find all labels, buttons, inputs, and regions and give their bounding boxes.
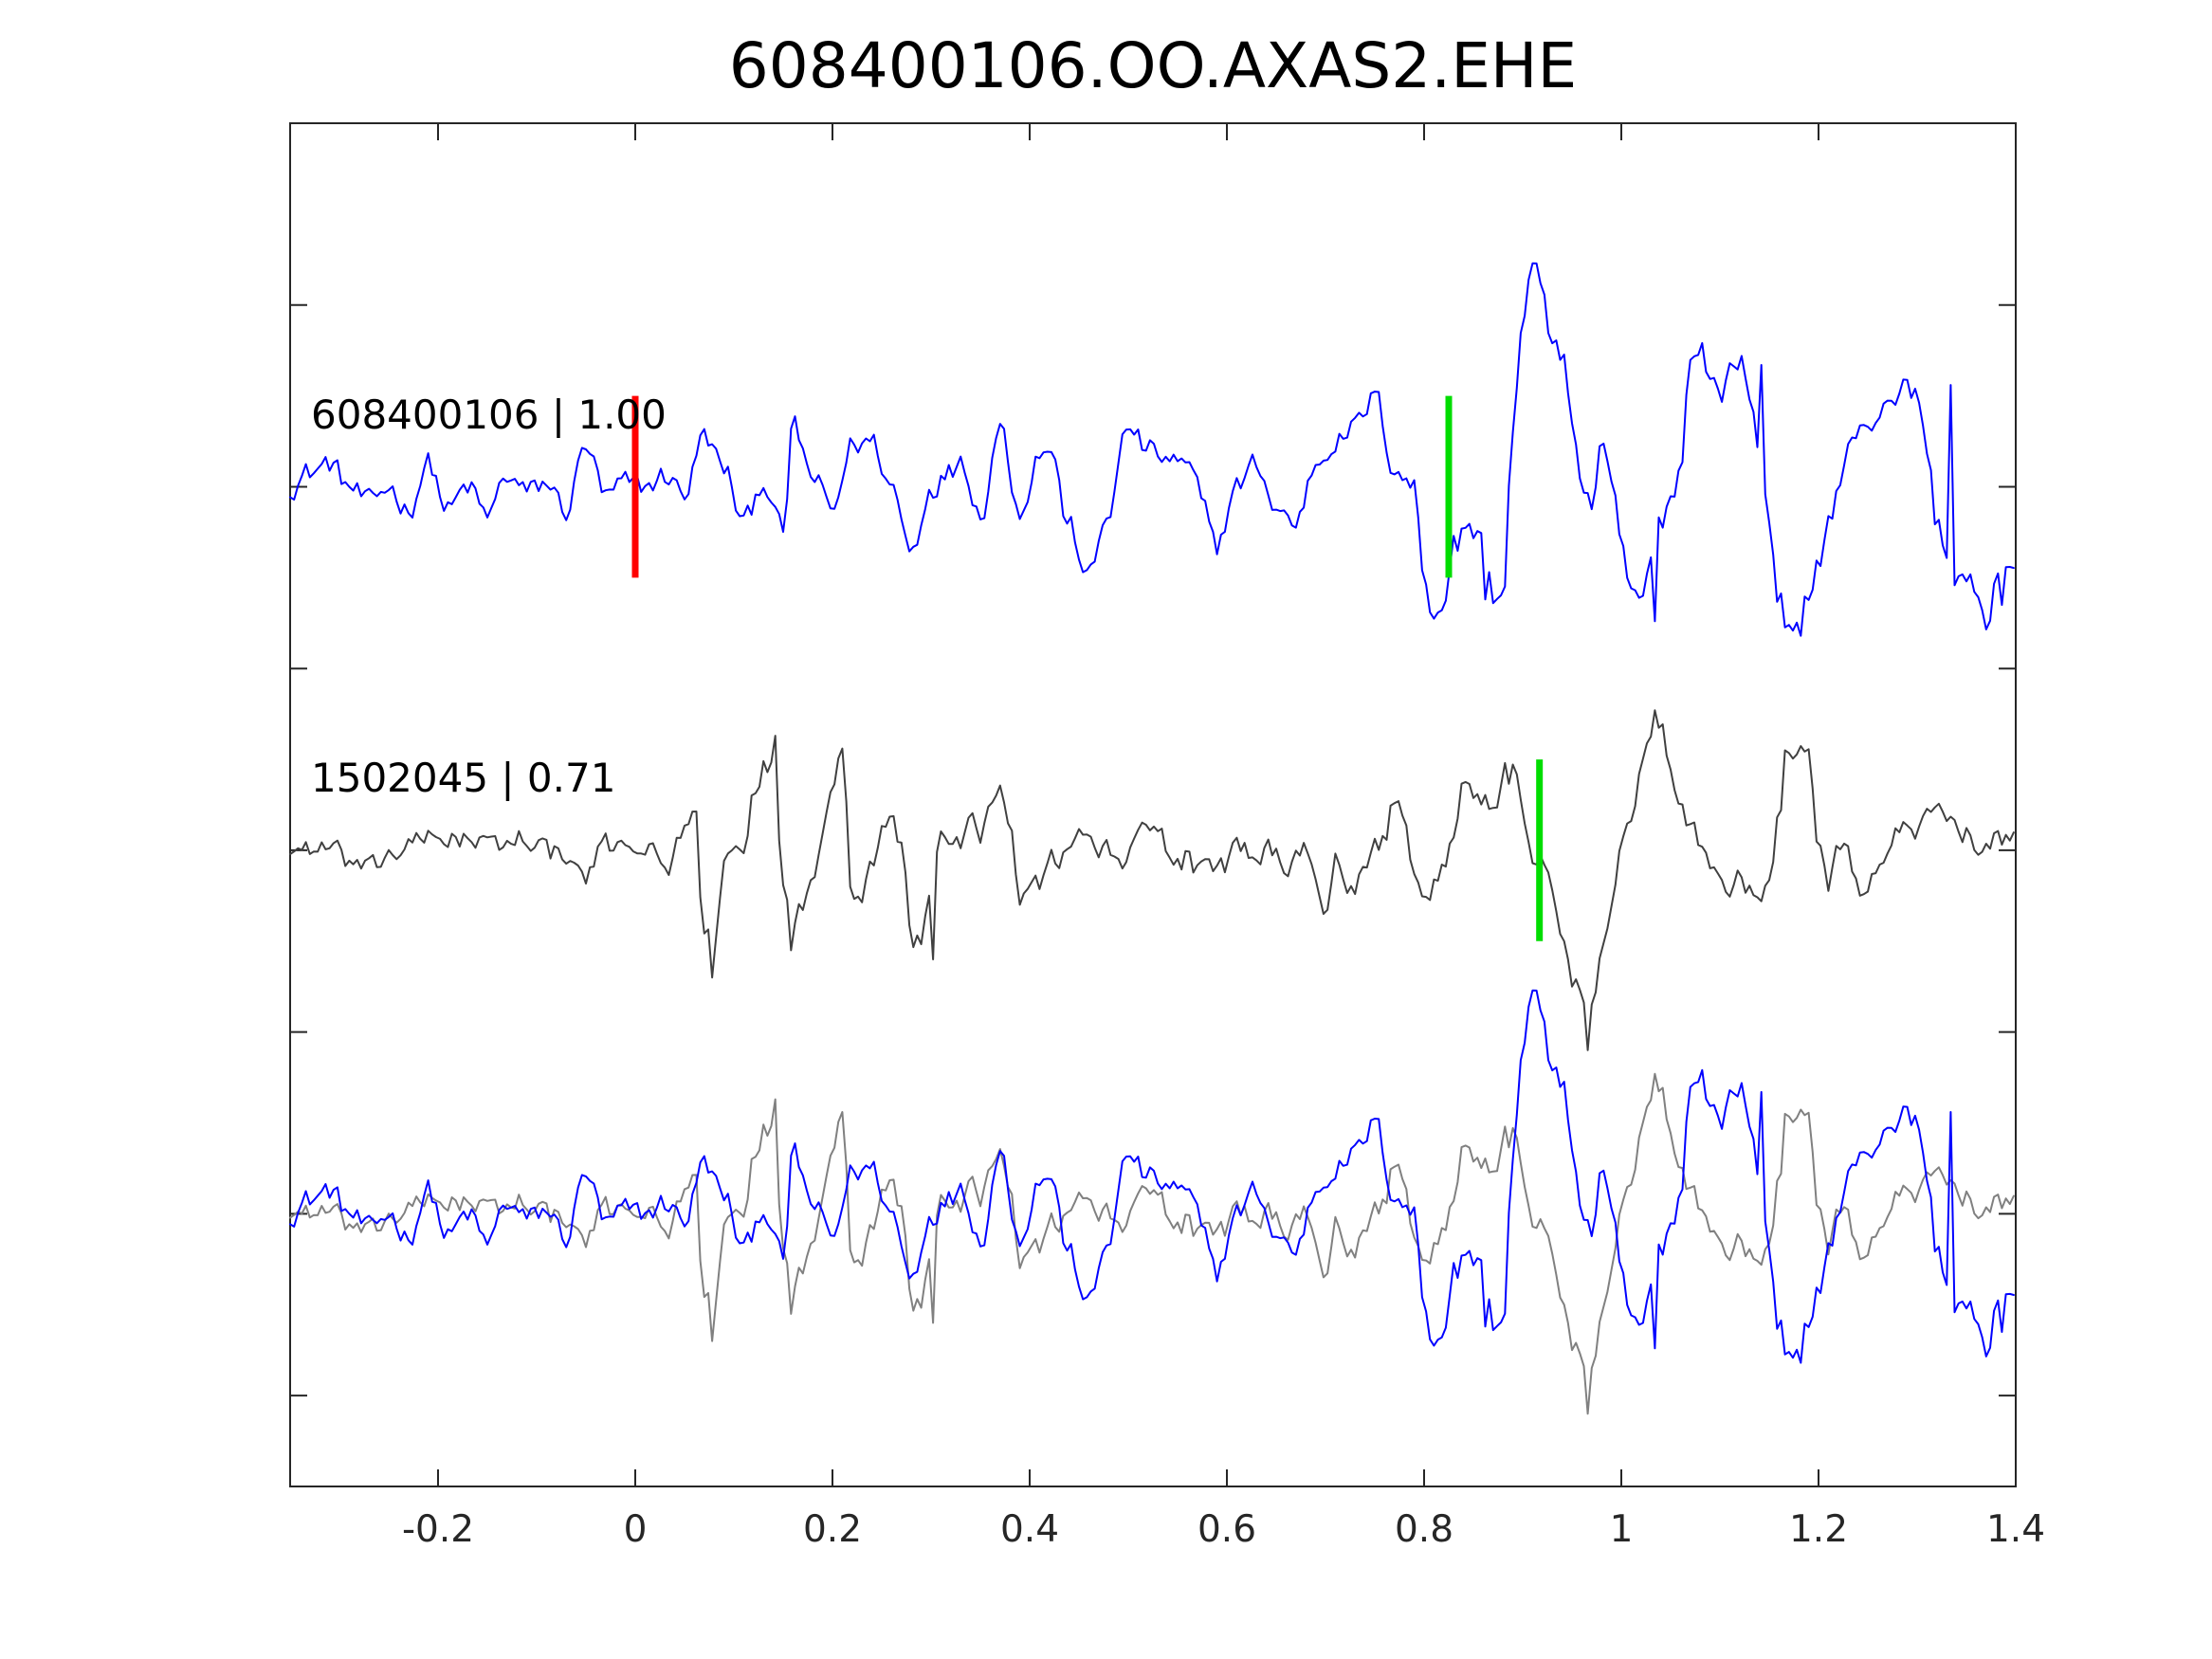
trace-label: 608400106 | 1.00: [311, 392, 667, 438]
waveform-traces: [289, 262, 2015, 1415]
x-tick-label: -0.2: [402, 1508, 474, 1551]
overlay-trace: [289, 1072, 2015, 1415]
overlay-trace: [289, 989, 2015, 1364]
x-tick-labels: -0.2 0 0.2 0.4 0.6 0.8 1 1.2 1.4: [402, 1508, 2045, 1551]
axis-ticks: [290, 123, 2017, 1486]
reference-trace: [289, 262, 2015, 637]
x-tick-label: 0.4: [1000, 1508, 1059, 1551]
trace-labels: 608400106 | 1.00 1502045 | 0.71: [311, 392, 667, 801]
x-tick-label: 1.2: [1789, 1508, 1848, 1551]
x-tick-label: 1.4: [1986, 1508, 2045, 1551]
x-tick-label: 0.8: [1395, 1508, 1453, 1551]
plot-area: [289, 122, 2017, 1487]
chart-title: 608400106.OO.AXAS2.EHE: [729, 29, 1578, 102]
x-tick-label: 0.2: [803, 1508, 862, 1551]
x-tick-label: 1: [1610, 1508, 1634, 1551]
phase-picks: [631, 395, 1544, 941]
trace-label: 1502045 | 0.71: [311, 755, 615, 801]
x-tick-label: 0.6: [1197, 1508, 1256, 1551]
template-trace: [289, 709, 2015, 1051]
x-tick-label: 0: [624, 1508, 648, 1551]
